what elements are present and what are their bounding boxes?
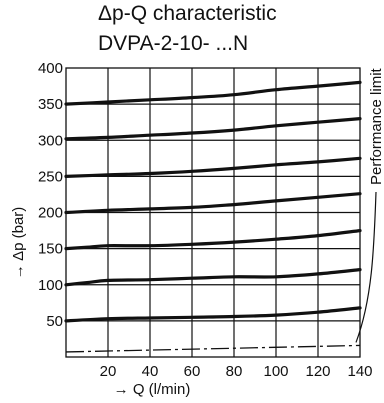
- performance-limit-label: Performance limit: [368, 67, 384, 185]
- series-line-7: [66, 308, 360, 321]
- y-tick-label: 300: [38, 132, 63, 149]
- x-tick-label: 20: [100, 363, 117, 380]
- y-tick-label: 50: [46, 313, 63, 330]
- y-tick-label: 400: [38, 60, 63, 77]
- series-line-6: [66, 270, 360, 285]
- x-tick-label: 40: [142, 363, 159, 380]
- series-line-3: [66, 158, 360, 176]
- series-line-4: [66, 194, 360, 213]
- x-tick-label: 140: [347, 363, 372, 380]
- x-tick-label: 120: [305, 363, 330, 380]
- x-axis-label: → Q (l/min): [114, 381, 191, 398]
- y-tick-label: 100: [38, 277, 63, 294]
- y-tick-label: 250: [38, 168, 63, 185]
- series-line-1: [66, 82, 360, 104]
- series-line-5: [66, 231, 360, 249]
- performance-limit-line: [66, 345, 360, 352]
- y-axis-label: → Δp (bar): [10, 207, 27, 280]
- series-line-2: [66, 119, 360, 139]
- x-tick-label: 80: [226, 363, 243, 380]
- y-tick-label: 350: [38, 96, 63, 113]
- y-tick-label: 200: [38, 205, 63, 222]
- x-tick-label: 100: [263, 363, 288, 380]
- x-tick-label: 60: [184, 363, 201, 380]
- performance-limit-leader: [356, 192, 376, 342]
- y-tick-label: 150: [38, 241, 63, 258]
